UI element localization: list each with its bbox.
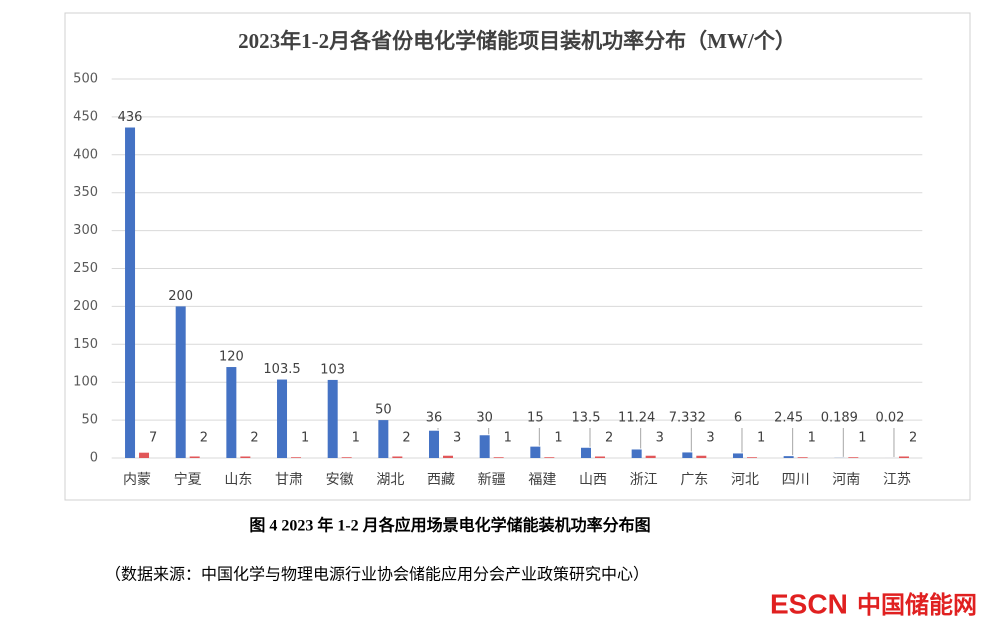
y-tick-label: 400 [73, 147, 98, 162]
x-tick-label: 四川 [782, 472, 810, 488]
bar [277, 379, 288, 458]
bar [392, 456, 403, 458]
value-label: 103 [320, 362, 345, 377]
value-label: 1 [757, 431, 765, 446]
y-tick-label: 200 [73, 299, 98, 314]
value-label: 30 [476, 411, 493, 426]
bar [125, 127, 136, 459]
x-tick-label: 新疆 [478, 472, 506, 488]
y-tick-label: 150 [73, 337, 98, 352]
bar [493, 457, 504, 458]
x-tick-label: 宁夏 [174, 471, 202, 488]
bar [139, 452, 150, 458]
value-label: 15 [527, 411, 544, 426]
bar [631, 449, 642, 458]
value-label: 13.5 [572, 411, 601, 426]
bar [696, 455, 707, 458]
y-tick-label: 250 [73, 261, 98, 276]
bar [580, 447, 591, 458]
x-tick-label: 西藏 [427, 472, 455, 488]
x-tick-label: 湖北 [376, 472, 404, 488]
value-label: 200 [168, 289, 193, 304]
value-label: 120 [219, 350, 244, 365]
logo-name: 中国储能网 [857, 591, 977, 619]
bar [544, 457, 555, 458]
x-tick-label: 山西 [579, 472, 607, 488]
value-label: 7 [149, 431, 157, 446]
bar [732, 453, 743, 458]
bar [594, 456, 605, 458]
y-tick-label: 50 [81, 413, 98, 428]
y-tick-label: 300 [73, 223, 98, 238]
value-label: 1 [554, 431, 562, 446]
bar [189, 456, 200, 458]
x-tick-label: 山东 [224, 472, 252, 488]
x-tick-label: 广东 [680, 472, 708, 488]
bar [378, 420, 389, 458]
value-label: 2 [250, 431, 258, 446]
chart-title: 2023年1-2月各省份电化学储能项目装机功率分布（MW/个） [238, 29, 796, 53]
bar [797, 457, 808, 458]
chart-frame [64, 12, 971, 501]
x-tick-label: 甘肃 [275, 472, 303, 488]
value-label: 36 [426, 411, 443, 426]
bar [291, 457, 302, 458]
bar [443, 455, 454, 458]
x-tick-label: 福建 [528, 472, 556, 488]
bar [175, 306, 186, 458]
value-label: 436 [118, 110, 143, 125]
y-tick-label: 100 [73, 375, 98, 390]
source: （数据来源：中国化学与物理电源行业协会储能应用分会产业政策研究中心） [105, 565, 649, 584]
value-label: 2 [402, 431, 410, 446]
bar [682, 452, 693, 458]
value-label: 6 [734, 411, 742, 426]
bar [429, 430, 440, 458]
x-tick-label: 浙江 [630, 472, 658, 488]
value-label: 0.02 [875, 411, 904, 426]
x-tick-label: 江苏 [883, 472, 911, 488]
bar [530, 446, 541, 458]
value-label: 1 [858, 431, 866, 446]
value-label: 50 [375, 403, 392, 418]
value-label: 7.332 [669, 411, 706, 426]
bar [746, 457, 757, 458]
value-label: 3 [706, 431, 714, 446]
value-label: 2 [909, 431, 917, 446]
bar [848, 457, 859, 458]
value-label: 1 [352, 431, 360, 446]
value-label: 3 [453, 431, 461, 446]
bar [783, 456, 794, 458]
bar [479, 435, 490, 458]
y-tick-label: 450 [73, 109, 98, 124]
value-label: 0.189 [821, 411, 858, 426]
value-label: 2 [605, 431, 613, 446]
value-label: 2 [200, 431, 208, 446]
y-tick-label: 350 [73, 185, 98, 200]
value-label: 1 [504, 431, 512, 446]
x-tick-label: 内蒙 [123, 472, 151, 488]
bar [645, 455, 656, 458]
bar [341, 457, 352, 458]
caption: 图 4 2023 年 1-2 月各应用场景电化学储能装机功率分布图 [249, 516, 650, 535]
x-tick-label: 河南 [832, 472, 860, 488]
x-tick-label: 安徽 [326, 472, 354, 488]
logo-brand: ESCN [770, 588, 848, 619]
value-label: 3 [656, 431, 664, 446]
y-tick-label: 0 [90, 451, 98, 466]
bar [327, 379, 338, 458]
y-tick-label: 500 [73, 72, 98, 87]
bar [240, 456, 251, 458]
value-label: 1 [301, 431, 309, 446]
bar [898, 456, 909, 458]
value-label: 1 [808, 431, 816, 446]
value-label: 103.5 [263, 362, 300, 377]
x-tick-label: 河北 [731, 472, 759, 488]
value-label: 2.45 [774, 411, 803, 426]
bar [226, 367, 237, 458]
value-label: 11.24 [618, 411, 655, 426]
